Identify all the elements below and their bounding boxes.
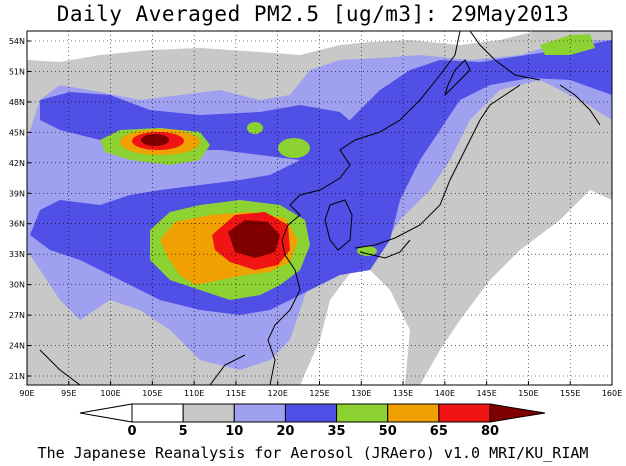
lon-label: 110E xyxy=(184,389,204,398)
colorbar-segment xyxy=(182,403,235,423)
contour-green-korea xyxy=(357,246,377,256)
colorbar-segment xyxy=(336,403,389,423)
lat-label: 45N xyxy=(9,128,25,137)
contour-green-ne xyxy=(540,34,595,55)
colorbar-tick-label: 0 xyxy=(127,424,136,439)
lon-label: 120E xyxy=(268,389,288,398)
lon-label: 140E xyxy=(435,389,455,398)
colorbar-segment xyxy=(284,403,338,423)
lat-label: 54N xyxy=(9,37,25,46)
colorbar-segment xyxy=(131,403,184,423)
lat-label: 42N xyxy=(9,159,25,168)
lon-label: 100E xyxy=(100,389,120,398)
lon-label: 155E xyxy=(560,389,580,398)
latitude-labels: 54N 51N 48N 45N 42N 39N 36N 33N 30N 27N 24N 21N xyxy=(9,37,31,381)
credit-line: The Japanese Reanalysis for Aerosol (JRA… xyxy=(37,444,589,462)
contour-green-small xyxy=(278,138,310,158)
colorbar-left-arrow xyxy=(79,403,133,423)
colorbar-tick-label: 20 xyxy=(276,424,294,439)
colorbar-segment xyxy=(233,403,286,423)
lon-label: 145E xyxy=(476,389,496,398)
contour-dark-red-north xyxy=(141,134,169,146)
lon-label: 130E xyxy=(351,389,371,398)
lon-label: 115E xyxy=(226,389,246,398)
colorbar-segment xyxy=(387,403,440,423)
colorbar-tick-label: 65 xyxy=(430,424,448,439)
colorbar-segment xyxy=(438,403,491,423)
coastlines xyxy=(39,31,601,385)
lat-label: 30N xyxy=(9,281,25,290)
lat-label: 33N xyxy=(9,250,25,259)
colorbar: 0 5 10 20 35 50 65 80 xyxy=(79,403,546,439)
lat-label: 48N xyxy=(9,98,25,107)
contour-dark-red xyxy=(228,220,280,258)
lat-label: 27N xyxy=(9,311,25,320)
colorbar-tick-label: 80 xyxy=(481,424,499,439)
lon-label: 150E xyxy=(518,389,538,398)
colorbar-tick-label: 5 xyxy=(179,424,188,439)
lon-label: 95E xyxy=(61,389,76,398)
lon-label: 135E xyxy=(393,389,413,398)
lat-label: 39N xyxy=(9,189,25,198)
map-title: Daily Averaged PM2.5 [ug/m3]: 29May2013 xyxy=(56,2,570,26)
longitude-labels: 90E 95E 100E 105E 110E 115E 120E 125E 130E 135E 14… xyxy=(19,381,622,398)
colorbar-tick-label: 10 xyxy=(225,424,243,439)
colorbar-right-arrow xyxy=(489,403,546,423)
lat-label: 51N xyxy=(9,67,25,76)
lon-label: 160E xyxy=(602,389,622,398)
lon-label: 105E xyxy=(142,389,162,398)
lon-label: 125E xyxy=(309,389,329,398)
lat-label: 24N xyxy=(9,342,25,351)
lon-label: 90E xyxy=(19,389,34,398)
lat-label: 21N xyxy=(9,372,25,381)
colorbar-tick-label: 50 xyxy=(379,424,397,439)
colorbar-tick-label: 35 xyxy=(328,424,346,439)
graticule xyxy=(27,31,612,385)
lat-label: 36N xyxy=(9,220,25,229)
contour-green-small2 xyxy=(247,122,263,134)
